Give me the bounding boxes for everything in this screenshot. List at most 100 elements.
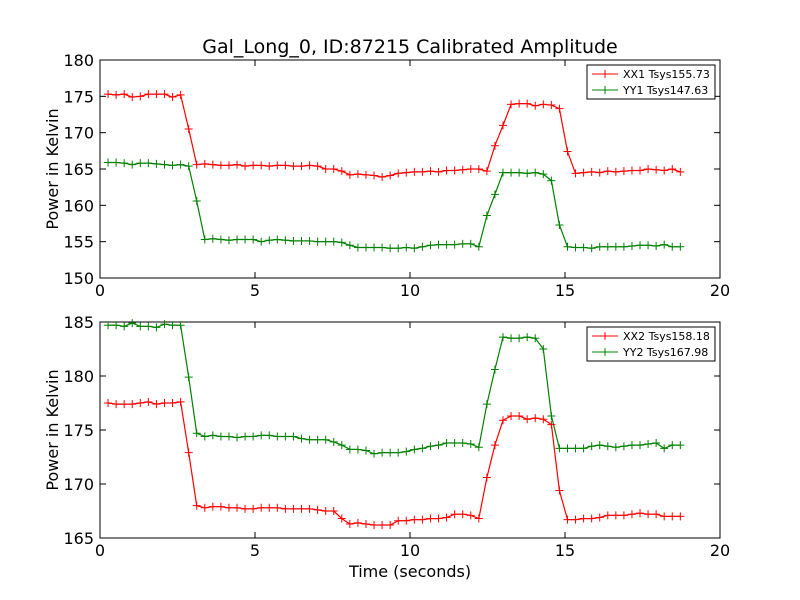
data-point [184,448,193,457]
data-point [313,435,322,444]
data-point [418,167,427,176]
data-point [265,236,274,245]
data-point [249,161,258,170]
top-ticks: 0 5 10 15 20 150 155 160 165 170 175 180 [63,51,730,300]
data-point [297,434,306,443]
x-tick-label: 5 [250,541,260,560]
y-tick-label: 165 [63,160,94,179]
data-point [120,322,129,331]
data-point [603,442,612,451]
x-tick-label: 0 [95,541,105,560]
data-point [668,165,677,173]
data-point [474,514,483,523]
data-point [370,521,379,530]
data-point [378,172,387,181]
data-point [345,519,354,528]
data-point [241,432,250,441]
data-point [152,90,161,99]
data-point [273,161,282,170]
data-point [136,92,145,101]
data-point [676,512,685,521]
data-point [539,100,548,109]
data-point [466,165,475,173]
data-point [224,432,233,441]
data-point [644,165,653,173]
data-point [499,416,507,425]
data-point [426,442,435,451]
data-point [627,242,636,251]
data-point [249,504,258,513]
data-point [426,167,435,176]
data-point [273,235,282,244]
bottom-ticks: 0 5 10 15 20 165 170 175 180 185 [63,313,730,560]
data-point [329,437,338,446]
data-point [660,512,669,521]
data-point [136,399,145,407]
data-point [321,435,330,444]
data-point [434,514,443,523]
data-point [257,237,266,246]
data-point [386,448,395,457]
y-tick-label: 170 [63,475,94,494]
data-point [507,334,516,343]
data-point [152,159,161,168]
data-point [611,511,620,520]
data-point [136,159,145,168]
y-tick-label: 180 [63,367,94,386]
y-tick-label: 175 [63,421,94,440]
data-point [410,167,419,176]
data-point [611,167,620,176]
data-point [466,440,475,449]
data-point [297,236,306,245]
data-point [361,170,370,179]
data-point [668,242,677,251]
data-point [490,365,499,374]
data-point [636,241,645,250]
data-point [418,444,427,453]
data-point [216,235,225,244]
top-legend-label-yy1: YY1 Tsys147.63 [622,84,708,97]
data-point [644,440,653,449]
data-point [281,236,290,245]
data-point [539,170,548,179]
data-point [176,160,185,169]
data-point [241,235,250,244]
data-point [192,196,201,205]
data-point [337,167,346,176]
data-point [257,503,266,512]
data-point [418,242,427,251]
data-point [144,322,153,331]
data-point [378,521,387,530]
data-point [426,514,435,523]
data-point [184,162,193,171]
data-point [305,236,314,245]
data-point [321,507,330,515]
data-point [482,211,491,220]
data-point [410,244,419,253]
data-point [490,141,499,150]
data-point [120,159,129,168]
data-point [200,159,209,168]
data-point [273,432,282,441]
data-point [571,169,580,178]
data-point [676,167,685,176]
data-point [337,514,346,523]
y-tick-label: 155 [63,233,94,252]
data-point [458,510,467,519]
data-point [499,333,507,342]
data-point [660,166,669,175]
data-point [619,167,628,176]
data-point [619,242,628,251]
y-tick-label: 165 [63,529,94,548]
data-point [523,333,532,342]
data-point [571,243,580,252]
data-point [128,93,137,102]
data-point [216,432,225,441]
data-point [192,429,201,438]
data-point [120,90,129,99]
data-point [305,504,314,513]
data-point [507,411,516,420]
data-point [394,169,403,178]
data-point [555,104,564,113]
